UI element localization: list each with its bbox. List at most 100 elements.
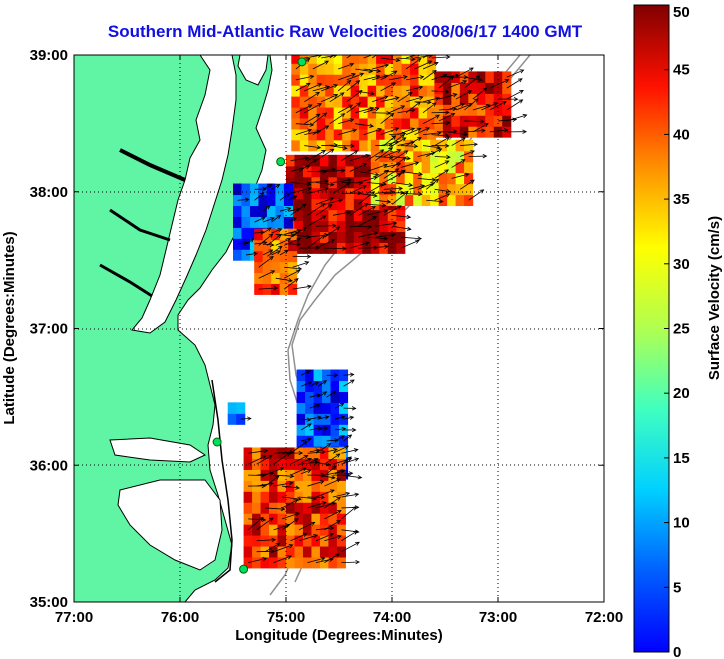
velocity-vector (341, 506, 359, 509)
velocity-arrowhead (314, 460, 320, 465)
velocity-cell (485, 93, 495, 105)
velocity-vector (375, 222, 397, 227)
velocity-cell (252, 513, 262, 525)
velocity-vector (290, 165, 310, 172)
velocity-arrowhead (348, 471, 354, 476)
y-tick-label: 39:00 (30, 47, 68, 64)
velocity-cell (350, 139, 360, 152)
velocity-cell (286, 513, 296, 525)
velocity-arrowhead (329, 526, 335, 531)
x-tick-label: 76:00 (161, 609, 199, 626)
velocity-arrowhead (307, 457, 313, 462)
velocity-cell (311, 198, 321, 211)
velocity-arrowhead (432, 69, 437, 75)
velocity-arrowhead (367, 224, 373, 229)
x-tick-label: 77:00 (55, 609, 93, 626)
velocity-cell (328, 534, 338, 547)
velocity-arrowhead (249, 238, 255, 243)
velocity-arrowhead (392, 70, 398, 75)
velocity-arrowhead (444, 169, 450, 174)
velocity-arrowhead (410, 56, 416, 62)
velocity-cell (294, 556, 304, 569)
velocity-cell (384, 96, 394, 108)
velocity-arrowhead (314, 381, 320, 386)
velocity-vector (321, 84, 338, 92)
velocity-arrowhead (349, 62, 355, 67)
velocity-cell (283, 183, 293, 196)
velocity-vector (363, 75, 380, 81)
velocity-vector (400, 162, 419, 168)
velocity-arrowhead (336, 496, 342, 501)
velocity-arrowhead (418, 191, 423, 197)
velocity-vector (363, 107, 380, 114)
velocity-arrowhead (435, 114, 440, 119)
velocity-arrowhead (394, 96, 400, 101)
velocity-cell (384, 63, 394, 75)
velocity-arrowhead (324, 415, 330, 420)
velocity-cell (336, 198, 346, 211)
velocity-arrowhead (337, 534, 342, 539)
velocity-vector (273, 451, 294, 454)
velocity-vector (271, 228, 282, 234)
velocity-arrowhead (355, 80, 361, 85)
velocity-arrowhead (460, 159, 466, 164)
velocity-arrowhead (271, 537, 277, 543)
velocity-arrowhead (444, 160, 450, 165)
velocity-vector (392, 150, 408, 161)
velocity-arrowhead (270, 270, 276, 275)
velocity-vector (358, 206, 376, 216)
colorbar-tick-label: 30 (673, 256, 690, 273)
velocity-cell (316, 55, 326, 64)
velocity-arrowhead (356, 102, 361, 107)
velocity-cell (328, 524, 338, 536)
velocity-cell (367, 63, 377, 75)
velocity-cell (325, 106, 335, 119)
velocity-cell (387, 183, 397, 196)
velocity-cell (286, 469, 296, 481)
velocity-cell (502, 82, 512, 94)
velocity-arrowhead (342, 246, 347, 251)
velocity-vector (329, 92, 345, 103)
velocity-cell (233, 227, 243, 239)
velocity-arrowhead (452, 93, 458, 98)
velocity-cell (393, 85, 403, 97)
velocity-cell (262, 261, 272, 274)
velocity-cell (418, 106, 428, 119)
velocity-arrowhead (377, 127, 383, 133)
velocity-cell (254, 228, 264, 241)
velocity-arrowhead (321, 449, 326, 455)
velocity-arrowhead (395, 57, 401, 63)
velocity-arrowhead (304, 156, 310, 161)
velocity-cell (396, 242, 406, 254)
velocity-vector (321, 94, 338, 103)
velocity-vector (258, 256, 274, 268)
velocity-arrowhead (469, 67, 474, 72)
velocity-arrowhead (381, 203, 387, 208)
velocity-cell (241, 205, 251, 217)
velocity-vector (298, 496, 317, 500)
velocity-vector (366, 164, 388, 172)
velocity-cell (379, 242, 389, 254)
velocity-arrowhead (416, 127, 422, 132)
velocity-cell (476, 115, 486, 127)
velocity-cell (396, 139, 406, 152)
velocity-cell (294, 220, 304, 233)
albemarle-sound (109, 437, 207, 463)
velocity-cell (342, 117, 352, 130)
velocity-arrowhead (286, 206, 292, 212)
velocity-vector (307, 451, 326, 454)
velocity-cell (328, 165, 338, 178)
radar-station-marker (297, 57, 307, 67)
velocity-arrowhead (389, 143, 394, 148)
velocity-cell (387, 242, 397, 254)
velocity-vector (343, 416, 354, 420)
velocity-vector (366, 209, 388, 216)
velocity-cell (288, 272, 298, 284)
velocity-arrowhead (382, 48, 386, 52)
velocity-vector (295, 75, 314, 81)
velocity-cell (294, 469, 304, 481)
velocity-vector (422, 132, 441, 136)
velocity-vector (397, 57, 415, 60)
velocity-vector (271, 184, 280, 190)
velocity-cell (277, 469, 287, 481)
